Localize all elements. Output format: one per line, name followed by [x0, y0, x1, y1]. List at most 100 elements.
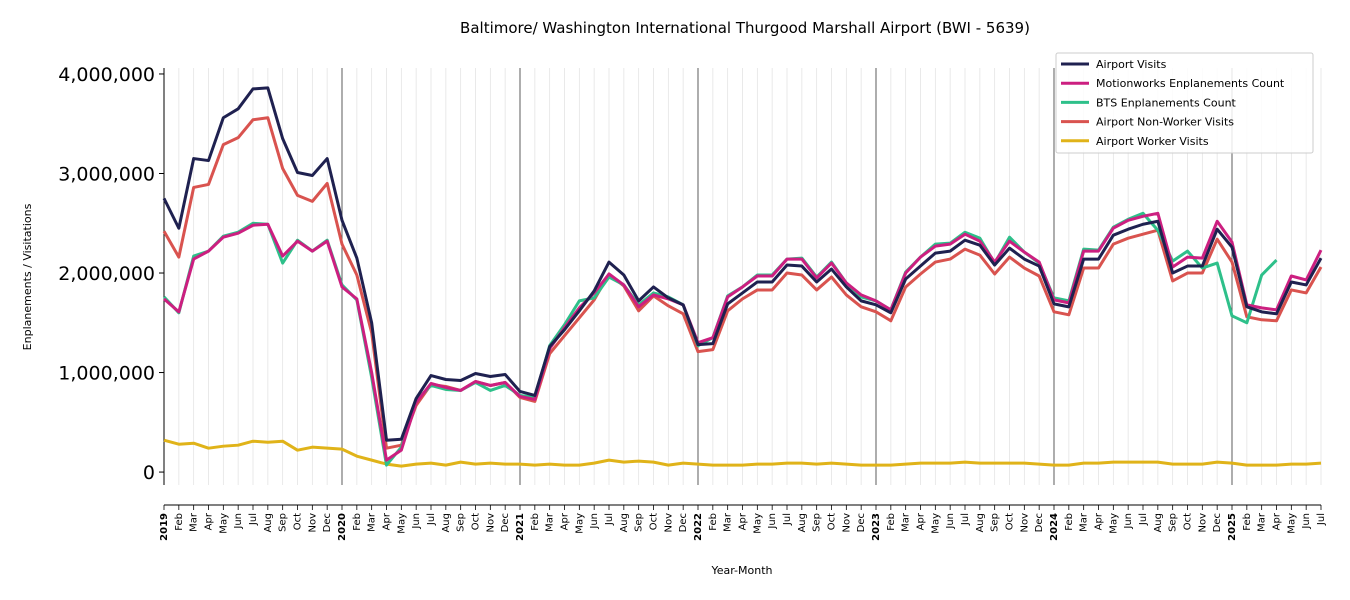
x-tick-label: Jul: [604, 513, 615, 526]
series-line: [162, 116, 1323, 450]
x-tick-label: Jul: [1138, 513, 1149, 526]
y-tick-label: 4,000,000: [58, 64, 155, 86]
x-tick-label: Mar: [367, 512, 378, 532]
legend-label: BTS Enplanements Count: [1096, 96, 1237, 109]
x-tick-label: Nov: [307, 513, 318, 533]
x-tick-label: Feb: [352, 513, 363, 531]
axes: 2019 Feb Mar Apr May Jun Jul Aug Sep Oct Nov Dec 202…: [58, 64, 1327, 541]
x-tick-label: Feb: [1242, 513, 1253, 531]
x-tick-label: Aug: [1153, 513, 1164, 533]
x-tick-label: Mar: [901, 512, 912, 532]
x-tick-label: Sep: [278, 513, 289, 532]
x-tick-label: Oct: [649, 513, 660, 530]
lines: [162, 86, 1323, 468]
x-tick-label: Dec: [1034, 513, 1045, 532]
x-tick-label: Oct: [293, 513, 304, 530]
x-tick-label: Dec: [500, 513, 511, 532]
y-tick-label: 1,000,000: [58, 363, 155, 385]
x-tick-label: Apr: [560, 512, 571, 530]
legend-label: Motionworks Enplanements Count: [1096, 77, 1285, 90]
x-tick-label: Apr: [382, 512, 393, 530]
x-tick-label: Feb: [174, 513, 185, 531]
x-tick-label: 2023: [871, 513, 882, 541]
legend: Airport Visits Motionworks Enplanements C…: [1055, 52, 1314, 154]
series-line: [163, 438, 1322, 468]
x-tick-label: Aug: [619, 513, 630, 533]
x-tick-label: Apr: [1094, 512, 1105, 530]
y-tick-label: 2,000,000: [58, 263, 155, 285]
series-line: [162, 86, 1323, 442]
legend-label: Airport Worker Visits: [1096, 135, 1209, 148]
x-tick-label: Apr: [738, 512, 749, 530]
x-tick-label: Jun: [233, 513, 244, 530]
x-tick-label: Mar: [723, 512, 734, 532]
x-tick-label: Nov: [485, 513, 496, 533]
x-tick-label: Oct: [1183, 513, 1194, 530]
x-tick-label: May: [930, 513, 941, 534]
x-tick-label: Oct: [471, 513, 482, 530]
x-tick-label: Sep: [1168, 513, 1179, 532]
series-line: [163, 211, 1323, 462]
x-tick-label: Dec: [678, 513, 689, 532]
legend-label: Airport Visits: [1096, 58, 1167, 71]
x-tick-label: Feb: [530, 513, 541, 531]
x-tick-label: Jul: [248, 513, 259, 526]
x-tick-label: 2022: [693, 513, 704, 541]
x-tick-label: Feb: [1064, 513, 1075, 531]
x-tick-label: Aug: [797, 513, 808, 533]
y-tick-label: 3,000,000: [58, 163, 155, 185]
x-tick-label: Mar: [1257, 512, 1268, 532]
x-axis-label: Year-Month: [710, 564, 772, 577]
x-tick-label: Dec: [1212, 513, 1223, 532]
x-tick-label: Nov: [1019, 513, 1030, 533]
x-tick-label: Aug: [975, 513, 986, 533]
x-tick-label: Jun: [1123, 513, 1134, 530]
x-tick-label: Sep: [990, 513, 1001, 532]
x-tick-label: 2019: [159, 513, 170, 541]
x-tick-label: 2021: [515, 513, 526, 541]
x-tick-label: May: [1286, 513, 1297, 534]
x-tick-label: May: [396, 513, 407, 534]
x-tick-label: Sep: [812, 513, 823, 532]
x-tick-label: Oct: [827, 513, 838, 530]
y-axis-label: Enplanements / Visitations: [21, 203, 34, 350]
x-tick-label: 2020: [337, 513, 348, 541]
x-tick-label: Jun: [1301, 513, 1312, 530]
x-tick-label: Aug: [263, 513, 274, 533]
y-tick-label: 0: [143, 462, 155, 484]
x-tick-label: Mar: [1079, 512, 1090, 532]
x-tick-label: Nov: [1197, 513, 1208, 533]
x-tick-label: Sep: [456, 513, 467, 532]
x-tick-label: Dec: [856, 513, 867, 532]
x-tick-label: Jul: [782, 513, 793, 526]
x-tick-label: Jul: [960, 513, 971, 526]
x-tick-label: Mar: [189, 512, 200, 532]
x-tick-label: May: [218, 513, 229, 534]
x-tick-label: Feb: [708, 513, 719, 531]
x-tick-label: 2025: [1227, 513, 1238, 541]
x-tick-label: Jul: [426, 513, 437, 526]
x-tick-label: Nov: [841, 513, 852, 533]
x-tick-label: Sep: [634, 513, 645, 532]
x-tick-label: Jun: [945, 513, 956, 530]
x-tick-label: Apr: [204, 512, 215, 530]
x-tick-label: Jun: [589, 513, 600, 530]
x-tick-label: Jun: [767, 513, 778, 530]
legend-label: Airport Non-Worker Visits: [1096, 116, 1234, 129]
x-tick-label: Feb: [886, 513, 897, 531]
x-tick-label: Oct: [1005, 513, 1016, 530]
x-tick-label: Mar: [545, 512, 556, 532]
x-tick-label: Aug: [441, 513, 452, 533]
x-tick-label: 2024: [1049, 513, 1060, 541]
x-tick-label: Apr: [916, 512, 927, 530]
x-tick-label: May: [1108, 513, 1119, 534]
x-tick-label: Dec: [322, 513, 333, 532]
chart-title: Baltimore/ Washington International Thur…: [460, 19, 1030, 37]
x-tick-label: May: [752, 513, 763, 534]
x-tick-label: Apr: [1272, 512, 1283, 530]
legend-box: [1055, 52, 1314, 154]
x-tick-label: Nov: [663, 513, 674, 533]
x-tick-label: Jul: [1316, 513, 1327, 526]
